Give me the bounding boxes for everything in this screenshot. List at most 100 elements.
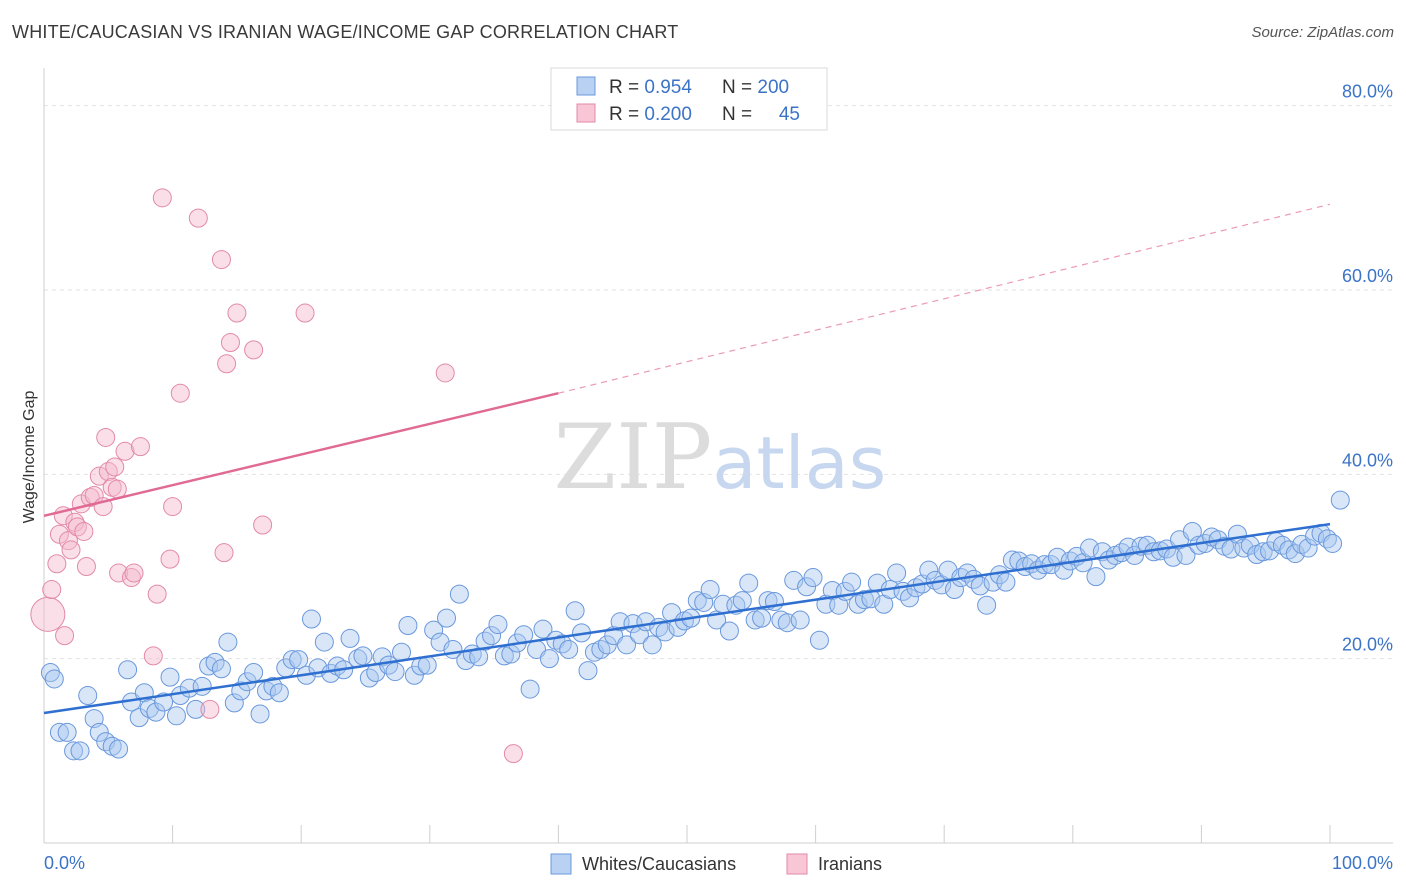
point-iranians xyxy=(435,363,455,383)
point-whites xyxy=(1260,541,1280,561)
y-tick-label: 60.0% xyxy=(1342,266,1393,286)
trend-line-whites xyxy=(43,522,1331,715)
point-whites xyxy=(44,669,64,689)
point-iranians xyxy=(47,554,67,574)
point-whites xyxy=(437,608,457,628)
point-iranians xyxy=(55,626,75,646)
point-whites xyxy=(919,560,939,580)
point-whites xyxy=(301,609,321,629)
point-iranians xyxy=(152,188,172,208)
legend-r-value-2: 0.200 xyxy=(644,104,692,125)
point-whites xyxy=(353,646,373,666)
point-whites xyxy=(809,630,829,650)
legend-n-label-2: N = xyxy=(722,104,752,125)
point-whites xyxy=(1054,560,1074,580)
bottom-legend: Whites/Caucasians Iranians xyxy=(550,853,882,875)
point-whites xyxy=(250,704,270,724)
point-whites xyxy=(752,608,772,628)
legend-n-value-1: 200 xyxy=(757,77,789,98)
point-whites xyxy=(944,580,964,600)
svg-text:N =: N = xyxy=(722,104,752,125)
point-iranians xyxy=(200,699,220,719)
legend-r-label-1: R = xyxy=(609,77,644,98)
point-iranians xyxy=(160,549,180,569)
legend-n-value-2: 45 xyxy=(779,104,800,125)
point-whites xyxy=(404,665,424,685)
gridlines xyxy=(44,105,1393,660)
point-whites xyxy=(745,610,765,630)
point-whites xyxy=(154,692,174,712)
point-whites xyxy=(289,650,309,670)
x-tick-label-start: 0.0% xyxy=(44,853,85,873)
point-whites xyxy=(192,676,212,696)
point-whites xyxy=(1298,538,1318,558)
point-whites xyxy=(642,635,662,655)
point-whites xyxy=(146,702,166,722)
point-whites xyxy=(314,632,334,652)
y-tick-label: 80.0% xyxy=(1342,82,1393,102)
point-whites xyxy=(1285,544,1305,564)
svg-text:N = 200: N = 200 xyxy=(722,77,789,98)
point-iranians xyxy=(188,208,208,228)
point-whites xyxy=(854,590,874,610)
svg-text:45: 45 xyxy=(779,104,800,125)
point-whites xyxy=(887,563,907,583)
point-whites xyxy=(797,577,817,597)
point-whites xyxy=(282,650,302,670)
trend-line-iranians-extension xyxy=(558,203,1331,394)
legend-n-label-1: N = xyxy=(722,77,757,98)
point-whites xyxy=(977,595,997,615)
y-axis-label: Wage/Income Gap xyxy=(21,391,38,524)
point-whites xyxy=(996,572,1016,592)
trend-lines xyxy=(43,203,1331,715)
point-whites xyxy=(139,698,159,718)
point-whites xyxy=(70,741,90,761)
point-iranians xyxy=(214,543,234,563)
point-whites xyxy=(269,683,289,703)
point-whites xyxy=(1323,533,1343,553)
point-whites xyxy=(578,661,598,681)
point-whites xyxy=(739,573,759,593)
point-iranians xyxy=(76,556,96,576)
chart-source: Source: ZipAtlas.com xyxy=(1251,24,1394,41)
point-whites xyxy=(449,584,469,604)
data-points xyxy=(30,188,1350,764)
legend-swatch-blue xyxy=(576,76,596,96)
point-whites xyxy=(160,667,180,687)
point-whites xyxy=(719,621,739,641)
trend-line-iranians xyxy=(43,392,559,518)
point-iranians xyxy=(96,427,116,447)
point-iranians xyxy=(105,457,125,477)
bottom-legend-label-iranians: Iranians xyxy=(818,854,882,874)
bottom-legend-swatch-blue xyxy=(550,853,572,875)
point-whites xyxy=(482,626,502,646)
y-tick-label: 20.0% xyxy=(1342,635,1393,655)
point-whites xyxy=(78,686,98,706)
svg-text:R = 0.954: R = 0.954 xyxy=(609,77,692,98)
point-whites xyxy=(700,580,720,600)
point-whites xyxy=(1182,521,1202,541)
point-whites xyxy=(218,632,238,652)
point-iranians xyxy=(58,531,78,551)
point-whites xyxy=(1086,567,1106,587)
point-iranians xyxy=(74,521,94,541)
point-whites xyxy=(617,635,637,655)
point-whites xyxy=(118,660,138,680)
point-whites xyxy=(64,741,84,761)
point-whites xyxy=(970,576,990,596)
point-iranians xyxy=(147,584,167,604)
point-whites xyxy=(475,631,495,651)
point-whites xyxy=(1253,542,1273,562)
point-iranians xyxy=(244,340,264,360)
point-whites xyxy=(597,635,617,655)
point-whites xyxy=(1279,540,1299,560)
point-whites xyxy=(559,639,579,659)
point-iranians xyxy=(61,540,81,560)
point-whites xyxy=(552,634,572,654)
point-whites xyxy=(533,619,553,639)
point-whites xyxy=(687,591,707,611)
point-whites xyxy=(398,615,418,635)
point-iranians xyxy=(107,479,127,499)
point-iranians xyxy=(503,744,523,764)
point-iranians xyxy=(89,466,109,486)
